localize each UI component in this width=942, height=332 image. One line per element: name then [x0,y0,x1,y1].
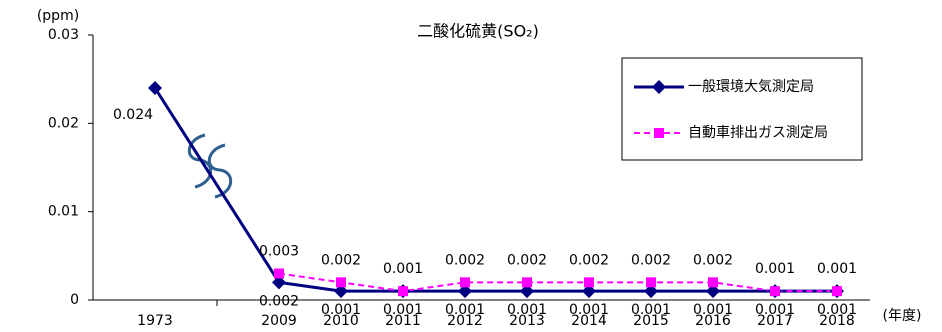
point [644,284,658,299]
point [460,277,470,288]
legend-marker [652,80,666,94]
data-label: 0.002 [259,293,299,309]
y-unit: (ppm) [37,8,79,24]
x-tick-label: 2015 [633,313,669,329]
y-tick-label: 0 [70,292,79,308]
series-line [278,272,837,293]
point [458,284,472,299]
data-label: 0.001 [569,302,609,318]
x-tick-label: 2013 [509,313,545,329]
x-tick-label: 2017 [757,313,793,329]
axis-break-symbol [187,133,233,199]
data-label: 0.002 [693,252,733,268]
data-label: 0.001 [383,261,423,277]
legend-label: 一般環境大気測定局 [688,79,814,95]
chart-title: 二酸化硫黄(SO₂) [417,22,539,41]
point [770,286,780,297]
x-unit: (年度) [883,308,922,324]
point [272,275,286,290]
point [708,277,718,288]
legend-label: 自動車排出ガス測定局 [688,124,828,141]
data-label: 0.001 [507,302,547,318]
x-tick-label: 1973 [137,313,173,329]
data-label: 0.002 [507,252,547,268]
data-label: 0.003 [259,244,299,260]
data-label: 0.001 [817,302,857,318]
data-label: 0.001 [321,302,361,318]
legend-box [621,57,863,161]
data-label: 0.001 [445,302,485,318]
legend-marker [654,128,664,138]
point [582,284,596,299]
data-label: 0.002 [321,252,361,268]
y-tick-label: 0.02 [48,115,79,131]
data-label: 0.001 [631,302,671,318]
x-tick-label: 2016 [695,313,731,329]
x-tick-label: 2009 [261,313,297,329]
data-label: 0.001 [755,261,795,277]
point [520,284,534,299]
point [336,277,346,288]
point [646,277,656,288]
data-label: 0.024 [113,107,153,123]
y-tick-label: 0.01 [48,204,79,220]
data-label: 0.001 [693,302,733,318]
x-tick-label: 2011 [385,313,421,329]
y-tick-label: 0.03 [48,27,79,43]
point [148,81,162,95]
point [522,277,532,288]
data-label: 0.002 [445,252,485,268]
x-tick-label: 2018 [819,313,855,329]
point [398,286,408,297]
data-label: 0.002 [631,252,671,268]
x-tick-label: 2014 [571,313,607,329]
data-label: 0.002 [569,252,609,268]
point [706,284,720,299]
point [274,268,284,279]
point [832,286,842,297]
data-label: 0.001 [755,302,795,318]
data-label: 0.001 [817,261,857,277]
x-tick-label: 2012 [447,313,483,329]
point [334,284,348,299]
point [584,277,594,288]
data-label: 0.001 [383,302,423,318]
x-tick-label: 2010 [323,313,359,329]
